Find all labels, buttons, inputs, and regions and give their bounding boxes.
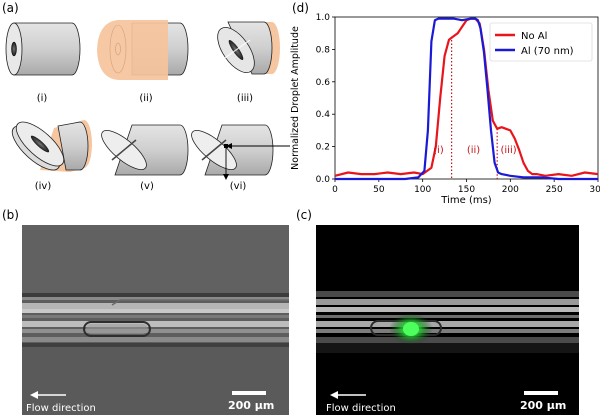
scale-bar-label-b: 200 μm <box>228 399 275 412</box>
sublabel-v: (v) <box>140 181 154 192</box>
micrograph-brightfield: Flow direction 200 μm <box>22 225 289 415</box>
panel-label-d: (d) <box>292 1 309 15</box>
amplitude-chart: 0 50 100 150 200 250 300 0.0 0.2 0.4 0.6 0.8 1.0 Time… <box>290 13 600 206</box>
region-annotation: (ii) <box>467 145 480 156</box>
angled-fiber-vi <box>191 124 290 180</box>
y-tick-label: 0.0 <box>316 175 331 185</box>
x-tick-label: 0 <box>332 185 338 195</box>
angled-fiber-iii <box>217 21 280 75</box>
x-tick-label: 250 <box>546 185 563 195</box>
panel-label-c: (c) <box>296 208 312 222</box>
x-tick-label: 300 <box>589 185 600 195</box>
angled-fiber-v <box>101 124 189 176</box>
sublabel-iii: (iii) <box>236 93 254 104</box>
y-tick-label: 0.2 <box>316 143 330 153</box>
series-line-al-70nm <box>335 17 598 181</box>
x-axis-label: Time (ms) <box>440 195 492 206</box>
fiber-with-coating-ii <box>97 20 189 80</box>
micrograph-fluorescence: Flow direction 200 μm <box>316 225 579 415</box>
y-tick-label: 0.6 <box>316 78 331 88</box>
x-tick-label: 50 <box>373 185 385 195</box>
region-annotation: (i) <box>433 145 444 156</box>
sublabel-iv: (iv) <box>34 181 52 192</box>
sublabel-ii: (ii) <box>139 93 153 104</box>
legend-box <box>489 22 593 62</box>
legend-entry: Al (70 nm) <box>521 46 574 57</box>
fiber-cylinder-i <box>5 22 81 76</box>
scale-bar-label-c: 200 μm <box>520 399 567 412</box>
cut-fiber-iv <box>11 120 92 172</box>
legend-entry: No Al <box>521 31 547 42</box>
sublabel-i: (i) <box>36 93 48 104</box>
scale-bar-b <box>232 391 266 395</box>
panel-label-b: (b) <box>2 208 19 222</box>
scale-bar-c <box>524 391 558 395</box>
flow-direction-label-c: Flow direction <box>326 403 396 414</box>
x-tick-label: 200 <box>502 185 519 195</box>
region-annotation: (iii) <box>501 145 517 156</box>
y-tick-label: 0.4 <box>316 110 331 120</box>
x-tick-label: 100 <box>414 185 431 195</box>
panel-label-a: (a) <box>2 1 19 15</box>
y-tick-label: 0.8 <box>316 45 331 55</box>
y-tick-label: 1.0 <box>316 13 331 23</box>
sublabel-vi: (vi) <box>229 181 247 192</box>
schematic-diagram <box>5 20 290 180</box>
y-axis-label: Normalized Droplet Amplitude <box>290 26 301 170</box>
flow-direction-label-b: Flow direction <box>26 403 96 414</box>
x-tick-label: 150 <box>458 185 475 195</box>
